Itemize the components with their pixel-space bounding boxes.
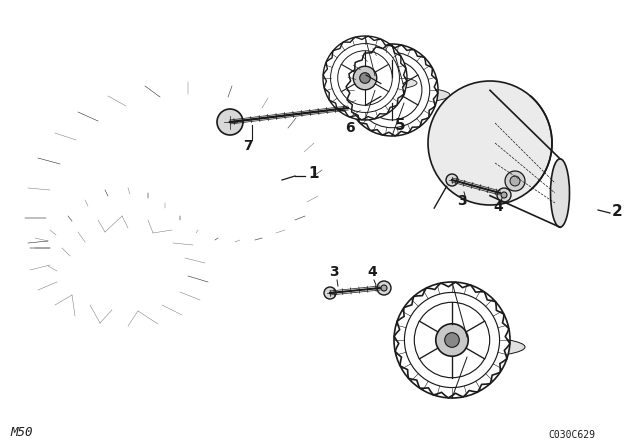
Circle shape xyxy=(505,171,525,191)
Circle shape xyxy=(510,176,520,186)
Text: 3: 3 xyxy=(329,265,339,279)
Circle shape xyxy=(353,66,377,90)
Circle shape xyxy=(446,174,458,186)
Circle shape xyxy=(346,44,438,136)
Circle shape xyxy=(428,81,552,205)
Text: 2: 2 xyxy=(612,204,623,219)
Circle shape xyxy=(217,109,243,135)
Circle shape xyxy=(381,285,387,291)
Circle shape xyxy=(501,192,507,198)
Text: 7: 7 xyxy=(243,139,253,153)
Circle shape xyxy=(497,188,511,202)
Circle shape xyxy=(436,324,468,356)
Text: 3: 3 xyxy=(457,194,467,208)
Ellipse shape xyxy=(358,87,450,103)
Ellipse shape xyxy=(333,76,417,90)
Circle shape xyxy=(324,287,336,299)
Circle shape xyxy=(394,282,510,398)
Text: 4: 4 xyxy=(367,265,377,279)
Circle shape xyxy=(323,36,407,120)
Ellipse shape xyxy=(409,337,525,357)
Text: 5: 5 xyxy=(395,118,405,133)
Ellipse shape xyxy=(550,159,570,227)
Circle shape xyxy=(379,77,405,103)
Text: M50: M50 xyxy=(10,426,33,439)
Text: 6: 6 xyxy=(345,121,355,135)
Circle shape xyxy=(445,333,460,347)
Text: 4: 4 xyxy=(493,200,503,214)
Circle shape xyxy=(360,73,371,83)
Text: C030C629: C030C629 xyxy=(548,430,595,440)
Circle shape xyxy=(386,84,398,96)
Text: 1: 1 xyxy=(308,166,319,181)
Circle shape xyxy=(377,281,391,295)
